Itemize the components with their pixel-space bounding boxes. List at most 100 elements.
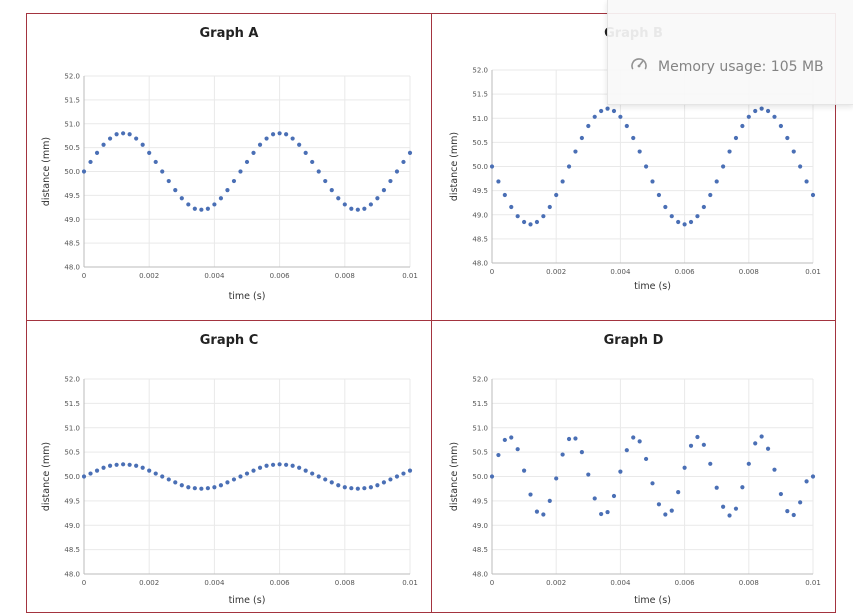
data-point [264, 136, 269, 141]
x-axis-label: time (s) [229, 291, 266, 302]
data-point [264, 463, 269, 468]
data-point [381, 188, 387, 193]
y-tick-label: 49.0 [64, 216, 80, 224]
data-point [618, 114, 623, 119]
data-point [251, 468, 256, 473]
y-tick-label: 51.0 [64, 424, 80, 432]
x-tick-label: 0 [490, 268, 494, 276]
data-point [643, 164, 649, 169]
data-point [489, 164, 495, 169]
y-tick-label: 50.0 [64, 473, 80, 481]
data-point [231, 178, 237, 184]
data-point [721, 504, 726, 509]
data-point [192, 486, 197, 491]
y-tick-label: 51.5 [64, 400, 80, 408]
data-point [251, 150, 256, 155]
data-point [554, 476, 559, 481]
chart-title: Graph D [603, 333, 664, 348]
data-point [534, 509, 540, 514]
y-tick-label: 51.5 [64, 96, 80, 104]
y-tick-label: 49.0 [64, 522, 80, 530]
data-point [798, 500, 803, 505]
data-point [554, 192, 559, 198]
data-point [336, 196, 341, 201]
data-point [605, 106, 610, 111]
data-point [656, 192, 662, 198]
data-point [329, 480, 334, 485]
data-point [586, 472, 591, 477]
data-point [153, 471, 158, 476]
data-point [765, 446, 771, 451]
y-tick-label: 51.0 [64, 120, 80, 128]
data-point [509, 435, 514, 440]
data-point [573, 436, 578, 441]
y-tick-label: 49.0 [472, 522, 488, 530]
data-point [323, 178, 328, 184]
data-point [284, 462, 289, 467]
data-point [140, 465, 145, 470]
data-point [368, 485, 373, 490]
data-point [257, 142, 263, 147]
data-point [121, 131, 126, 136]
data-point [746, 461, 751, 466]
data-point [611, 493, 617, 499]
x-tick-label: 0.01 [805, 579, 821, 587]
data-point [650, 481, 655, 486]
data-point [496, 179, 501, 184]
data-point [740, 485, 745, 490]
data-point [225, 480, 230, 485]
y-tick-label: 52.0 [472, 67, 488, 75]
x-tick-label: 0.002 [139, 579, 159, 587]
data-point [541, 512, 546, 517]
data-point [199, 486, 204, 491]
graph-d-chart: 48.0 48.5 49.0 49.5 50.0 50.5 51.0 51.5 52.0 0 0.0… [449, 376, 821, 607]
data-point [323, 477, 328, 482]
data-point [349, 206, 354, 211]
data-point [560, 452, 565, 457]
data-point [772, 467, 777, 472]
gauge-icon [630, 56, 648, 77]
data-point [631, 135, 636, 141]
data-point [708, 461, 713, 466]
data-point [496, 452, 501, 458]
data-point [212, 485, 217, 490]
data-point [297, 465, 302, 470]
data-point [785, 509, 790, 514]
x-tick-label: 0.008 [739, 579, 759, 587]
data-point [669, 214, 674, 219]
data-point [88, 159, 93, 165]
data-point [401, 159, 406, 165]
x-axis-label: time (s) [634, 595, 671, 606]
data-point [173, 188, 178, 193]
y-tick-label: 48.0 [64, 264, 80, 272]
data-point [362, 486, 367, 491]
data-point [205, 206, 210, 211]
data-point [688, 443, 694, 448]
data-point [650, 179, 655, 184]
data-point [310, 471, 315, 476]
data-point [303, 468, 308, 473]
y-tick-label: 51.0 [472, 115, 488, 123]
data-point [599, 108, 604, 114]
data-point [611, 108, 617, 114]
data-point [270, 462, 276, 467]
data-point [727, 149, 732, 154]
data-point [701, 442, 706, 447]
y-tick-label: 50.5 [64, 449, 80, 457]
data-point [778, 123, 783, 129]
data-point [502, 437, 507, 443]
data-point [114, 132, 119, 137]
data-point [579, 450, 584, 455]
y-tick-label: 51.5 [472, 400, 488, 408]
data-point [160, 474, 165, 479]
data-point [166, 477, 171, 482]
data-point [656, 502, 662, 507]
y-tick-label: 50.5 [472, 139, 488, 147]
data-point [238, 169, 243, 174]
data-point [114, 462, 119, 467]
data-point [166, 178, 171, 184]
data-point [573, 149, 578, 154]
data-point [381, 480, 387, 485]
graph-d-panel: Graph D 48.0 48.5 49.0 49.5 50.0 50.5 51.0 51.5… [431, 320, 836, 613]
graph-a-chart: 48.0 48.5 49.0 49.5 50.0 50.5 51.0 51.5 52.0 0 0.0… [41, 73, 418, 303]
